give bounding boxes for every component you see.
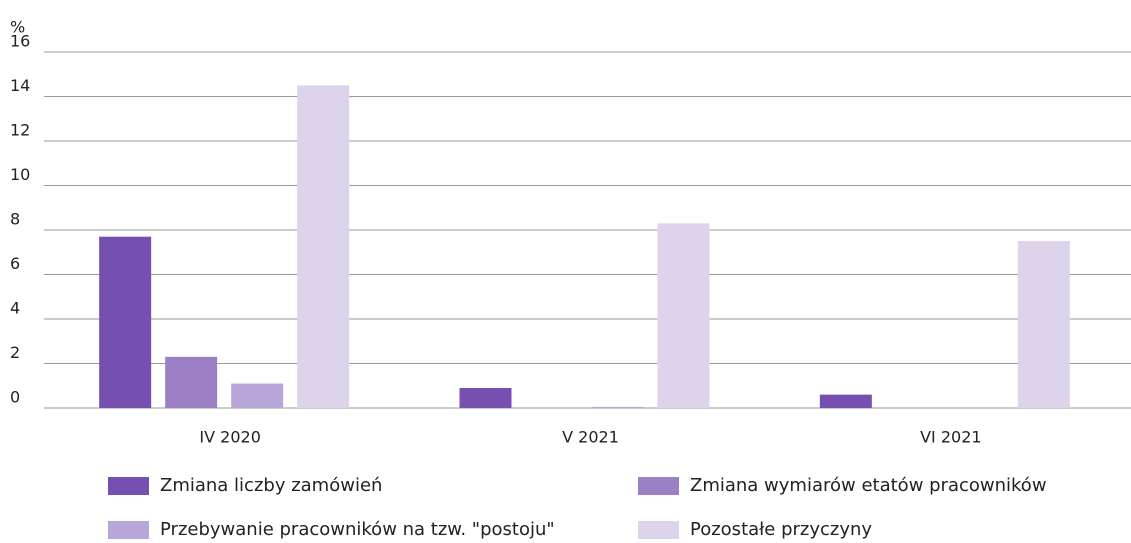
y-tick-label: 10: [10, 165, 30, 184]
legend-label: Przebywanie pracowników na tzw. "postoju…: [160, 519, 555, 540]
bar: [657, 223, 710, 408]
y-tick-label: 2: [10, 343, 20, 362]
y-axis-label: %: [10, 18, 25, 37]
bar: [591, 406, 644, 408]
y-tick-label: 4: [10, 299, 20, 318]
legend-label: Pozostałe przyczyny: [690, 519, 872, 540]
legend-label: Zmiana wymiarów etatów pracowników: [690, 475, 1047, 496]
legend-swatch: [638, 521, 679, 539]
y-tick-label: 0: [10, 388, 20, 407]
bar: [231, 383, 284, 408]
bar: [99, 236, 152, 408]
x-tick-label: IV 2020: [199, 428, 260, 447]
y-tick-label: 8: [10, 210, 20, 229]
legend-swatch: [638, 477, 679, 495]
y-tick-label: 16: [10, 32, 30, 51]
y-tick-label: 14: [10, 76, 30, 95]
bar: [459, 387, 512, 408]
legend-swatch: [108, 521, 149, 539]
x-tick-label: V 2021: [562, 428, 619, 447]
y-tick-label: 12: [10, 121, 30, 140]
y-tick-label: 6: [10, 254, 20, 273]
x-tick-label: VI 2021: [920, 428, 981, 447]
bar: [165, 356, 218, 408]
legend-label: Zmiana liczby zamówień: [160, 475, 382, 496]
legend-swatch: [108, 477, 149, 495]
bar: [1017, 241, 1070, 408]
bar: [819, 394, 872, 408]
bar: [297, 85, 350, 408]
